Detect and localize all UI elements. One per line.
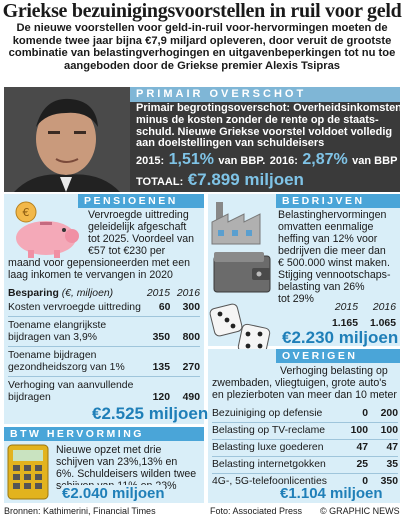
- business-heading: BEDRIJVEN: [276, 194, 400, 208]
- primary-total: TOTAAL: €7.899 miljoen: [136, 170, 304, 190]
- table-row: 4G-, 5G-telefoonlicenties 0 350: [212, 476, 398, 487]
- table-row: Toename elangrijkste: [8, 320, 107, 331]
- primary-text: Primair begrotingsoverschot: Overheidsin…: [136, 102, 402, 150]
- table-row: Kosten vervroegde uittreding 60 300: [8, 302, 200, 313]
- business-text-line: heffing van 12% voor: [278, 233, 378, 245]
- table-row: Toename bijdragen: [8, 350, 97, 361]
- photo-credit: Foto: Associated Press: [210, 506, 303, 516]
- primary-heading: PRIMAIR OVERSCHOT: [130, 87, 400, 102]
- table-row: Belasting luxe goederen 47 47: [212, 442, 398, 453]
- calculator-icon: [7, 444, 49, 500]
- primary-text-line: minus de kosten zonder de rente op de st…: [136, 113, 379, 126]
- other-text-line: en plezierboten van meer dan 10 meter: [212, 389, 397, 401]
- pensions-text-line: tot 2025. Voordeel van: [88, 233, 195, 245]
- business-text-line: tot 29%: [278, 293, 314, 305]
- business-text-line: Stijging vennootschaps-: [278, 269, 391, 281]
- other-total: €1.104 miljoen: [280, 485, 383, 502]
- table-row: gezondheidszorg van 1% 135 270: [8, 362, 200, 373]
- pensions-text-line: maand voor gepensioneerden met een: [8, 257, 190, 269]
- business-text-line: Belastinghervormingen: [278, 209, 387, 221]
- primary-text-line: schuld. Nieuwe Griekse voorstel voldoet …: [136, 125, 393, 138]
- table-row: bijdragen van 3,9% 350 800: [8, 332, 200, 343]
- col-2016: 2016: [176, 288, 200, 299]
- pensions-heading: PENSIOENEN: [78, 194, 204, 208]
- primary-text-line: aan doelstellingen van schuldeisers: [136, 137, 325, 150]
- business-col-header: 2015 2016: [334, 302, 396, 313]
- table-row: bijdragen 120 490: [8, 392, 200, 403]
- vat-text-line: schijven van 23%,13% en: [56, 456, 178, 468]
- divider: [212, 473, 398, 474]
- wallet-icon: [213, 252, 271, 293]
- intro-text: De nieuwe voorstellen voor geld-in-ruil …: [4, 22, 400, 72]
- page-title: Griekse bezuinigingsvoorstellen in ruil …: [2, 0, 402, 22]
- table-row: Belasting op TV-reclame 100 100: [212, 425, 398, 436]
- sources-credit: Bronnen: Kathimerini, Financial Times: [4, 506, 156, 516]
- year-2015-label: 2015:: [136, 155, 165, 167]
- bbp-label: van BBP: [352, 155, 398, 167]
- other-panel: [208, 349, 400, 503]
- table-row: Bezuiniging op defensie 0 200: [212, 408, 398, 419]
- piggy-bank-icon: €: [15, 201, 79, 258]
- primary-values: 2015: 1,51% van BBP. 2016: 2,87% van BBP: [136, 151, 397, 169]
- vat-heading: BTW HERVORMING: [4, 427, 204, 441]
- table-header-label: Besparing (€, miljoen): [8, 288, 114, 299]
- business-text-line: omvatten eenmalige: [278, 221, 374, 233]
- divider: [8, 316, 200, 317]
- intro-line: aangeboden door de Griekse premier Alexi…: [63, 59, 341, 72]
- pensions-total: €2.525 miljoen: [92, 404, 209, 423]
- svg-text:€: €: [23, 206, 30, 219]
- divider: [212, 439, 398, 440]
- intro-line: De nieuwe voorstellen voor geld-in-ruil …: [16, 22, 388, 34]
- pensions-table-header: Besparing (€, miljoen) 2015 2016: [8, 288, 200, 300]
- divider: [212, 422, 398, 423]
- bbp-label: van BBP.: [218, 155, 266, 167]
- col-2015: 2015: [146, 288, 170, 299]
- copyright: © GRAPHIC NEWS: [320, 506, 400, 516]
- portrait-illustration: [4, 87, 130, 192]
- primary-surplus-panel: PRIMAIR OVERSCHOT Primair begrotingsover…: [4, 87, 402, 192]
- business-text-line: belasting van 26%: [278, 281, 365, 293]
- business-text-line: € 500.000 winst maken.: [278, 257, 390, 269]
- vat-total: €2.040 miljoen: [62, 485, 165, 502]
- tsipras-photo: [4, 87, 130, 192]
- intro-line: combinatie van belastingverhogingen en u…: [8, 47, 396, 60]
- business-values: 1.165 1.065: [331, 318, 396, 329]
- vat-text-line: Nieuwe opzet met drie: [56, 444, 162, 456]
- value-2016: 2,87%: [302, 151, 348, 168]
- divider: [212, 456, 398, 457]
- total-label: TOTAAL:: [136, 176, 184, 188]
- table-row: Verhoging van aanvullende: [8, 380, 134, 391]
- total-value: €7.899 miljoen: [187, 170, 304, 189]
- value-2015: 1,51%: [168, 151, 214, 168]
- business-total: €2.230 miljoen: [282, 328, 399, 347]
- pensions-text-line: €57 tot €230 per: [88, 245, 166, 257]
- pensions-text-line: Vervroegde uittreding: [88, 209, 189, 221]
- primary-text-line: Primair begrotingsoverschot: Overheidsin…: [136, 102, 402, 114]
- other-text-line: Verhoging belasting op: [280, 365, 388, 377]
- other-heading: OVERIGEN: [276, 349, 400, 363]
- dice-icon: [209, 303, 271, 357]
- business-text-line: bedrijven die meer dan: [278, 245, 386, 257]
- divider: [8, 346, 200, 347]
- divider: [8, 376, 200, 377]
- table-row: Belasting internetgokken 25 35: [212, 459, 398, 470]
- pensions-text-line: geleidelijk afgeschaft: [88, 221, 187, 233]
- pensions-text-line: laag inkomen te vervangen in 2020: [8, 269, 173, 281]
- factory-icon: [211, 202, 261, 245]
- vat-text-line: 6%. Schuldeisers wilden twee: [56, 468, 197, 480]
- other-text-line: zwembaden, vliegtuigen, grote auto's: [212, 377, 387, 389]
- year-2016-label: 2016:: [269, 155, 298, 167]
- intro-line: komende twee jaar bijna €7,9 miljard opl…: [12, 34, 392, 47]
